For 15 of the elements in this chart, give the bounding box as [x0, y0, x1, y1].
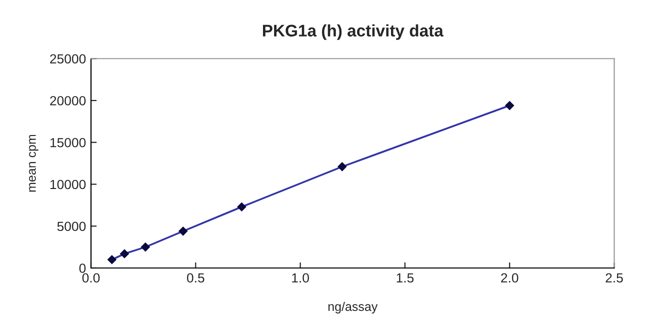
y-tick-label: 5000 [57, 222, 86, 232]
y-tick-label: 10000 [50, 180, 86, 190]
x-axis-title: ng/assay [328, 302, 378, 314]
x-tick-label: 0.5 [186, 273, 204, 283]
y-tick-label: 15000 [50, 138, 86, 148]
y-tick-label: 20000 [50, 96, 86, 106]
x-tick-label: 1.0 [292, 273, 309, 283]
y-tick-label: 25000 [50, 54, 86, 64]
x-tick-label: 2.5 [606, 273, 623, 283]
x-tick-label: 1.5 [396, 273, 414, 283]
y-axis-title: mean cpm [29, 134, 38, 192]
x-tick-label: 2.0 [501, 273, 518, 283]
chart-title: PKG1a (h) activity data [262, 24, 444, 40]
x-tick-label: 0.0 [82, 273, 100, 283]
y-tick-label: 0 [79, 264, 86, 273]
